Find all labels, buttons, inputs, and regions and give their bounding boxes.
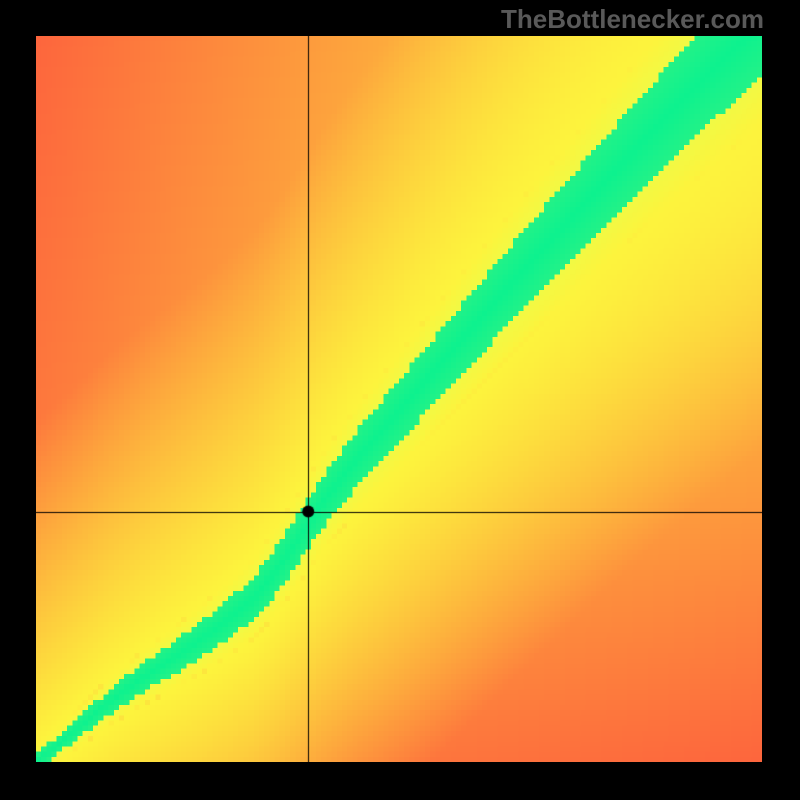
crosshair-overlay — [36, 36, 762, 762]
watermark-text: TheBottlenecker.com — [501, 4, 764, 35]
stage: TheBottlenecker.com — [0, 0, 800, 800]
